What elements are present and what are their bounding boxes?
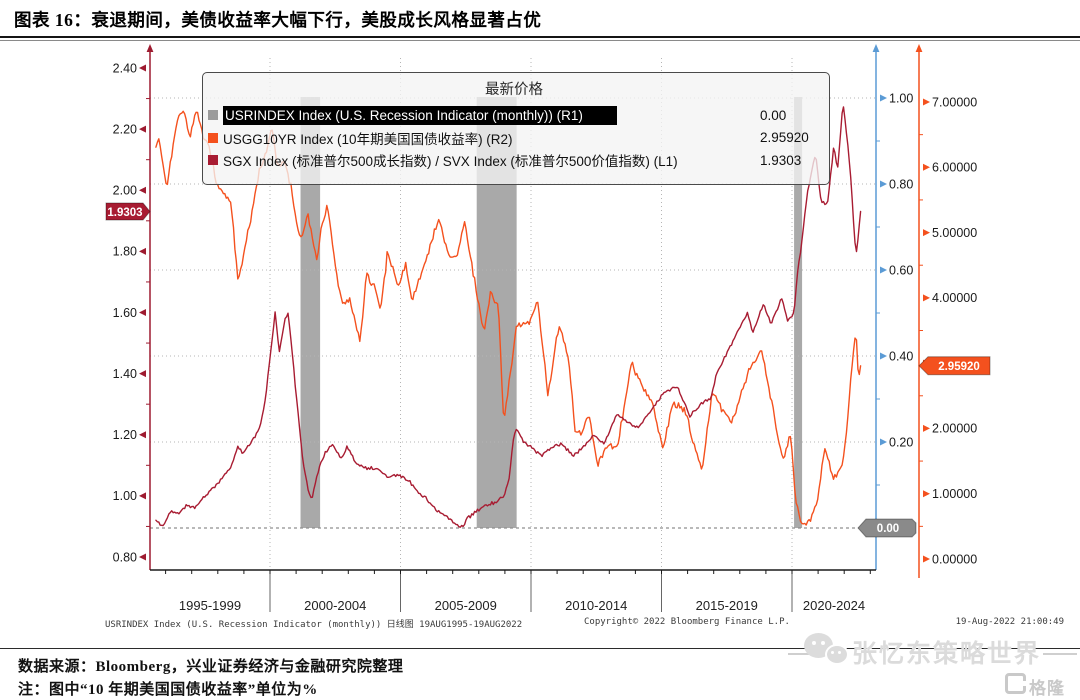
svg-text:0.00000: 0.00000 [932,552,977,566]
tag-1.9303 [105,202,151,221]
gelonghui-logo-text: 格隆汇 [1029,679,1065,698]
svg-text:2020-2024: 2020-2024 [803,598,865,613]
data-source-note: 数据来源：Bloomberg，兴业证券经济与金融研究院整理 [18,659,404,675]
svg-text:2.00000: 2.00000 [932,422,977,436]
legend-label: USRINDEX Index (U.S. Recession Indicator… [223,105,617,125]
legend-row-usrindex[interactable]: USRINDEX Index (U.S. Recession Indicator… [208,104,820,127]
svg-text:4.00000: 4.00000 [932,291,977,305]
tag-0.00 [857,518,917,538]
footer-divider [0,648,1080,649]
svg-text:1.00000: 1.00000 [932,487,977,501]
svg-text:1995-1999: 1995-1999 [179,598,241,613]
legend-swatch [208,155,218,166]
chart-caption-datetime: 19-Aug-2022 21:00:49 [955,617,1064,627]
tag-2.95920 [918,356,991,376]
legend-swatch [208,110,218,121]
svg-text:6.00000: 6.00000 [932,161,977,175]
svg-text:0.80: 0.80 [889,177,913,191]
chart-caption-copyright: Copyright© 2022 Bloomberg Finance L.P. [584,617,790,627]
svg-text:1.20: 1.20 [113,428,137,442]
svg-text:1.60: 1.60 [113,306,137,320]
legend-box: 最新价格 USRINDEX Index (U.S. Recession Indi… [202,72,830,185]
svg-text:2010-2014: 2010-2014 [565,598,627,613]
legend-row-usgg10yr[interactable]: USGG10YR Index (10年期美国国债收益率) (R2) 2.9592… [208,127,820,150]
svg-text:1.80: 1.80 [113,245,137,259]
svg-text:1.9303: 1.9303 [107,207,142,219]
unit-note: 注：图中“10 年期美国国债收益率”单位为% [18,682,318,698]
legend-title: 最新价格 [485,82,543,98]
svg-text:5.00000: 5.00000 [932,226,977,240]
legend-value: 0.00 [760,107,787,123]
page-title: 图表 16：衰退期间，美债收益率大幅下行，美股成长风格显著占优 [14,10,542,30]
svg-text:0.80: 0.80 [113,550,137,564]
recession-bar [794,97,803,528]
svg-text:1.00: 1.00 [113,489,137,503]
svg-text:2.00: 2.00 [113,184,137,198]
svg-text:7.00000: 7.00000 [932,95,977,109]
svg-text:1.00: 1.00 [889,91,913,105]
series-1 [155,106,862,528]
svg-text:0.60: 0.60 [889,263,913,277]
last-price-tags: 1.9303 2.95920 0.00 [105,202,991,538]
axes [139,44,930,612]
svg-text:2005-2009: 2005-2009 [435,598,497,613]
legend-row-sgx-svx[interactable]: SGX Index (标准普尔500成长指数) / SVX Index (标准普… [208,149,820,172]
watermark-line-right [1043,653,1077,655]
svg-text:2.20: 2.20 [113,122,137,136]
legend-label: SGX Index (标准普尔500成长指数) / SVX Index (标准普… [223,154,678,170]
chart-caption-series: USRINDEX Index (U.S. Recession Indicator… [105,620,523,630]
watermark-text: 张忆东策略世界 [852,640,1042,668]
legend-value: 1.9303 [760,152,802,168]
axis-labels: 2.40 2.20 2.00 1.80 1.60 1.40 1.20 1.00 0.80 1.00… [113,61,978,613]
wechat-icon [804,633,852,669]
svg-text:1.40: 1.40 [113,367,137,381]
watermark-line-left [788,653,810,655]
gelonghui-logo-icon [1005,673,1026,694]
legend-value: 2.95920 [760,130,809,146]
svg-text:2015-2019: 2015-2019 [696,598,758,613]
svg-text:0.40: 0.40 [889,349,913,363]
figure-header: 图表 16：衰退期间，美债收益率大幅下行，美股成长风格显著占优 [0,0,1080,41]
legend-label: USGG10YR Index (10年期美国国债收益率) (R2) [223,131,513,147]
svg-text:2.95920: 2.95920 [938,361,980,373]
svg-text:0.00: 0.00 [877,523,899,535]
legend-swatch [208,132,218,143]
svg-text:2.40: 2.40 [113,61,137,75]
svg-text:0.20: 0.20 [889,435,913,449]
title-rule-shadow [0,40,1080,41]
title-rule [0,36,1080,38]
recession-bar [300,97,321,528]
svg-text:2000-2004: 2000-2004 [304,598,366,613]
